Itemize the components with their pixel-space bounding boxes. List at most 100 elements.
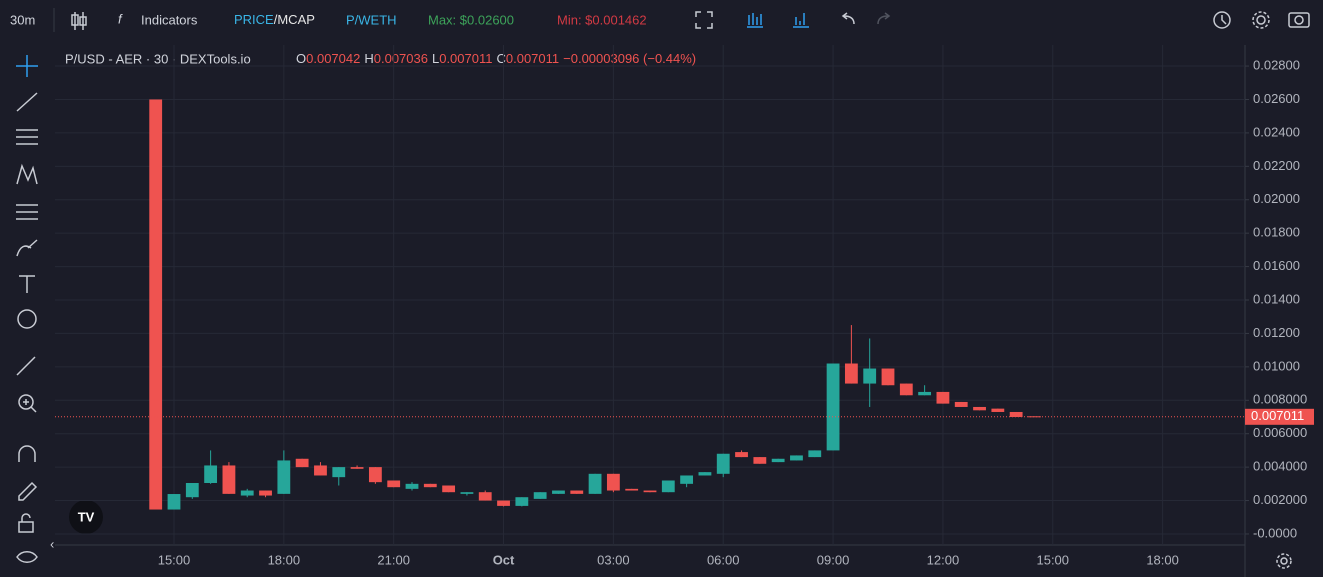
bars-icon[interactable] [793,13,809,28]
camera-icon[interactable] [1288,12,1310,28]
candle-body [625,488,639,491]
candle-body [167,494,181,510]
clock-icon[interactable] [1213,11,1231,29]
tv-logo[interactable]: TV [69,500,103,534]
scroll-arrow[interactable]: ‹ [50,536,54,551]
x-tick-label: 06:00 [707,552,740,567]
y-tick-label: 0.008000 [1253,392,1307,407]
pattern-tool[interactable] [16,163,38,185]
candle-body [790,455,803,461]
x-tick-label: 15:00 [158,552,191,567]
candle-body [661,480,675,493]
candle-body [899,383,913,396]
lock-draw-tool[interactable] [18,481,38,501]
y-tick-label: 0.01600 [1253,258,1300,273]
pair[interactable]: P/WETH [346,12,397,27]
settings-icon[interactable] [1252,11,1270,29]
interval[interactable]: 30m [10,12,35,27]
candle-body [698,472,712,476]
candle-body [973,406,986,411]
top-toolbar: 30m f Indicators PRICE/MCAP P/WETH Max: … [10,8,1310,32]
x-tick-label: 12:00 [927,552,960,567]
line-tool[interactable] [16,92,38,112]
ohlc-legend: O0.007042 H0.007036 L0.007011 C0.007011 −0.0… [296,51,696,66]
x-tick-label: Oct [493,552,515,567]
text-tool[interactable] [19,275,35,293]
o-value: 0.007042 [306,51,360,66]
y-tick-label: 0.02200 [1253,158,1300,173]
candle-body [497,500,510,506]
x-tick-label: 18:00 [1146,552,1179,567]
candle-body [423,483,437,488]
y-tick-label: 0.02800 [1253,57,1300,72]
candle-body [808,450,822,458]
redo-icon[interactable] [877,12,891,25]
min: Min: $0.001462 [557,12,647,27]
candle-body [588,473,602,494]
visibility-tool[interactable] [16,551,38,563]
chart-style-icon[interactable] [747,13,763,28]
o-label: O [296,51,306,66]
candle-body [716,453,730,474]
ruler-tool[interactable] [16,356,36,376]
price[interactable]: PRICE [234,12,274,27]
candle-body [844,363,858,384]
x-tick-label: 03:00 [597,552,630,567]
svg-text:TV: TV [78,509,95,524]
y-tick-label: 0.006000 [1253,425,1307,440]
candle-body [606,473,620,491]
projection-tool[interactable] [16,204,38,220]
fx-icon[interactable]: f [118,11,123,26]
h-value: 0.007036 [374,51,428,66]
magnet-tool[interactable] [18,445,36,462]
candle-body [826,363,840,451]
price-label: 0.007011 [1251,408,1304,423]
candle-body [185,483,199,498]
x-tick-label: 18:00 [268,552,301,567]
candle-body [387,480,401,488]
price-mcap[interactable]: PRICE/MCAP [234,12,315,27]
candle-body [295,458,309,468]
grid [55,45,1245,545]
candle-body [332,467,346,478]
candle-body [533,492,547,499]
y-tick-label: 0.02400 [1253,124,1300,139]
candle-body [240,490,254,496]
candle-body [753,457,767,464]
zoom-tool[interactable] [18,394,37,413]
h-label: H [364,51,373,66]
brush-tool[interactable] [16,239,38,257]
c-label: C [496,51,505,66]
fib-tool[interactable] [16,129,38,145]
fullscreen-icon[interactable] [695,11,713,29]
crosshair-tool[interactable] [16,55,38,77]
candle-body [735,452,748,458]
max: Max: $0.02600 [428,12,514,27]
y-tick-label: -0.0000 [1253,525,1297,540]
mcap[interactable]: /MCAP [274,12,315,27]
candle-body [460,492,474,494]
lock-tool[interactable] [18,513,34,533]
candle-body [350,467,364,469]
candle-body [515,497,529,506]
candle-body [314,465,327,476]
y-tick-label: 0.004000 [1253,459,1307,474]
emoji-tool[interactable] [17,309,37,329]
c-value: 0.007011 [506,51,559,66]
candles [55,99,1245,510]
y-tick-label: 0.02000 [1253,191,1300,206]
x-tick-label: 21:00 [377,552,410,567]
candle-body [936,391,950,404]
candle-body [277,460,291,494]
undo-icon[interactable] [841,12,855,25]
axis-settings-icon[interactable] [1276,553,1292,569]
y-tick-label: 0.01400 [1253,291,1300,306]
candle-body [552,490,565,494]
y-tick-label: 0.02600 [1253,91,1300,106]
chart-title: P/USD - AER · 30 · DEXTools.io [65,51,251,66]
candles-icon[interactable] [71,12,87,30]
y-tick-label: 0.01200 [1253,325,1300,340]
candle-body [1028,416,1041,418]
indicators[interactable]: Indicators [141,12,198,27]
